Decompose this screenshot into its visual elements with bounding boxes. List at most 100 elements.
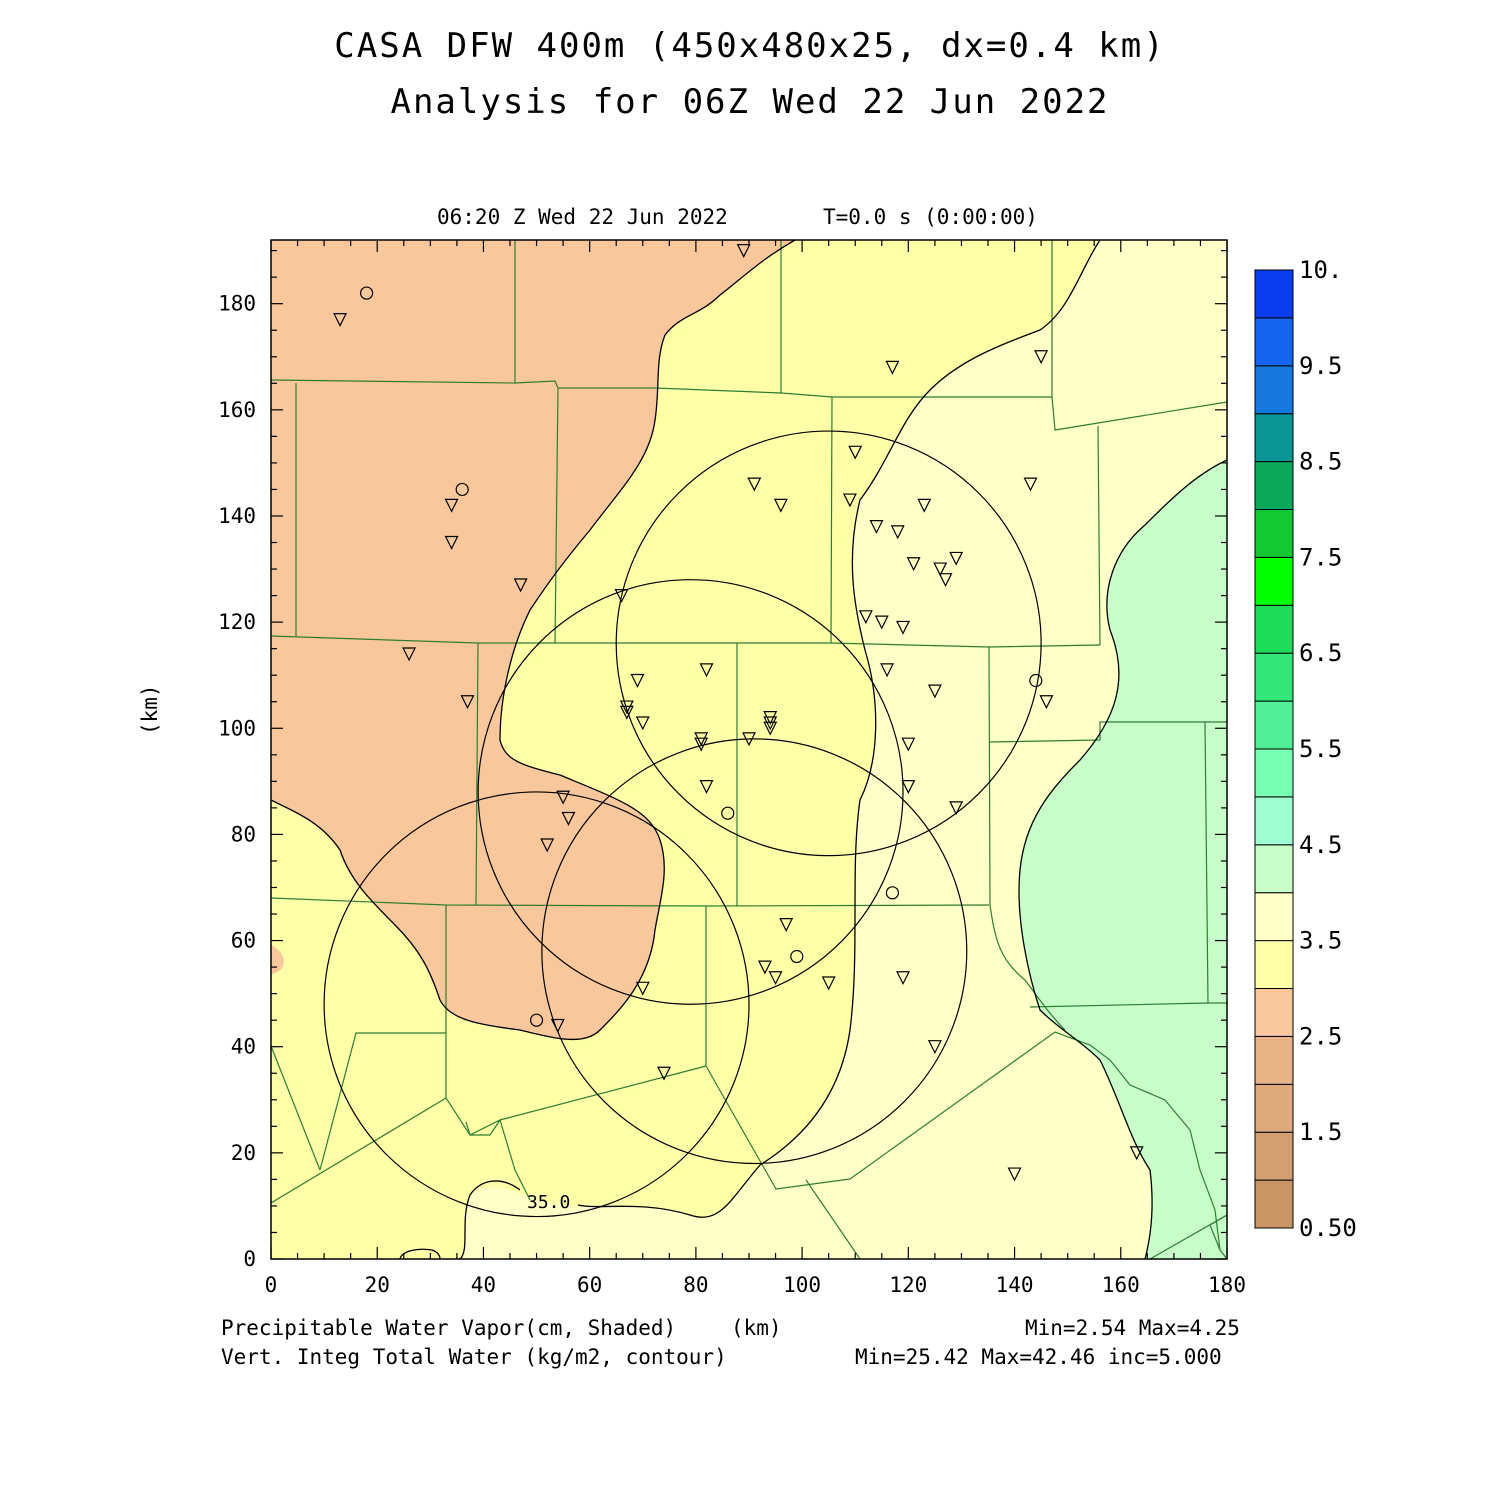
station-triangle: [880, 663, 895, 678]
colorbar-label: 1.5: [1299, 1118, 1342, 1146]
station-triangle: [630, 673, 645, 688]
y-tick-label: 0: [243, 1247, 256, 1271]
pwv-3.5-to-4-region: [460, 240, 1227, 1259]
colorbar-swatch: [1254, 317, 1294, 367]
station-triangle: [513, 578, 528, 593]
contour-small-bottom: [399, 1248, 441, 1259]
station-triangle: [699, 663, 714, 678]
colorbar-swatch: [1254, 413, 1294, 463]
station-triangle: [821, 976, 836, 991]
station-triangle: [901, 737, 916, 752]
station-triangle: [694, 737, 709, 752]
footer-field1: Precipitable Water Vapor(cm, Shaded): [221, 1316, 677, 1340]
x-axis-unit: (km): [731, 1316, 782, 1340]
total-water-contours: [271, 240, 1227, 1259]
station-triangle: [699, 780, 714, 794]
colorbar-swatch: [1254, 461, 1294, 511]
radar-ring-3: [541, 738, 968, 1165]
colorbar-swatch: [1254, 892, 1294, 942]
colorbar-label: 7.5: [1299, 543, 1342, 571]
x-tick-label: 140: [996, 1273, 1034, 1297]
station-markers: [333, 244, 1144, 1182]
colorbar-label: 8.5: [1299, 448, 1342, 476]
title-line-1: CASA DFW 400m (450x480x25, dx=0.4 km): [334, 26, 1166, 66]
colorbar-swatch: [1254, 1083, 1294, 1133]
station-triangle: [561, 811, 576, 826]
station-circle: [790, 949, 804, 964]
station-triangle: [1129, 1146, 1144, 1161]
title-line-2: Analysis for 06Z Wed 22 Jun 2022: [390, 82, 1110, 122]
station-triangle: [848, 445, 863, 460]
station-triangle: [933, 562, 948, 577]
pwv-4-to-4.5-region: [1019, 460, 1227, 1259]
x-tick-label: 20: [365, 1273, 390, 1297]
station-triangle: [858, 610, 873, 625]
footer-field2: Vert. Integ Total Water (kg/m2, contour): [221, 1345, 727, 1369]
colorbar-label: 4.5: [1299, 831, 1342, 859]
station-triangle: [896, 620, 910, 635]
station-triangle: [1039, 695, 1054, 710]
colorbar-label: 3.5: [1299, 927, 1342, 955]
axis-ticks: [270, 240, 1228, 1260]
y-tick-label: 100: [218, 716, 256, 740]
colorbar-swatch: [1254, 652, 1294, 702]
station-triangle: [1023, 477, 1038, 492]
y-tick-label: 140: [218, 504, 256, 528]
x-tick-label: 160: [1102, 1273, 1140, 1297]
colorbar-swatch: [1254, 988, 1294, 1037]
colorbar-swatch: [1254, 1035, 1294, 1085]
colorbar-label: 10.: [1299, 256, 1342, 284]
station-triangle: [694, 732, 709, 747]
station-triangle: [402, 647, 417, 662]
station-triangle: [906, 557, 921, 572]
x-tick-label: 40: [471, 1273, 496, 1297]
y-tick-label: 60: [231, 929, 256, 953]
station-triangle: [949, 551, 964, 566]
station-triangle: [927, 1040, 942, 1055]
colorbar-swatch: [1254, 700, 1294, 750]
station-triangle: [444, 498, 459, 513]
colorbar-label: 6.5: [1299, 639, 1342, 667]
shaded-field: [271, 240, 1227, 1259]
station-triangle: [763, 711, 778, 725]
footer-stats2: Min=25.42 Max=42.46 inc=5.000: [855, 1345, 1222, 1369]
station-triangle: [842, 493, 857, 508]
station-triangle: [901, 780, 916, 794]
contour-label: 35.0: [527, 1192, 570, 1213]
station-circle: [885, 886, 900, 900]
station-triangle: [460, 695, 475, 710]
county-boundaries: [271, 240, 1227, 1259]
station-triangle: [757, 960, 772, 975]
x-tick-label: 100: [783, 1273, 821, 1297]
station-triangle: [747, 477, 762, 492]
radar-ring-2: [477, 579, 904, 1005]
y-tick-label: 40: [231, 1035, 256, 1059]
station-triangle: [949, 801, 964, 816]
station-circle: [529, 1013, 544, 1027]
footer-stats1: Min=2.54 Max=4.25: [1025, 1316, 1240, 1340]
y-tick-label: 120: [218, 610, 256, 634]
station-triangle: [619, 700, 634, 715]
station-triangle: [614, 588, 629, 603]
y-tick-label: 160: [218, 398, 256, 422]
station-triangle: [890, 525, 905, 540]
x-tick-label: 80: [683, 1273, 708, 1297]
colorbar-label: 9.5: [1299, 352, 1342, 380]
radar-range-rings: [323, 430, 1042, 1218]
colorbar-label: 5.5: [1299, 735, 1342, 763]
station-triangle: [657, 1066, 671, 1081]
y-tick-label: 20: [231, 1141, 256, 1165]
plot-time: 06:20 Z Wed 22 Jun 2022: [437, 205, 728, 229]
station-triangle: [773, 498, 788, 513]
plot-elapsed: T=0.0 s (0:00:00): [823, 205, 1038, 229]
radar-ring-4: [615, 430, 1042, 857]
station-triangle: [333, 313, 348, 327]
colorbar-swatch: [1254, 1179, 1294, 1229]
x-tick-label: 180: [1208, 1273, 1246, 1297]
colorbar-swatch: [1254, 556, 1294, 606]
station-triangle: [885, 360, 900, 375]
station-triangle: [635, 716, 650, 731]
station-triangle: [874, 615, 889, 630]
station-triangle: [742, 732, 756, 747]
colorbar-swatch: [1254, 796, 1294, 846]
